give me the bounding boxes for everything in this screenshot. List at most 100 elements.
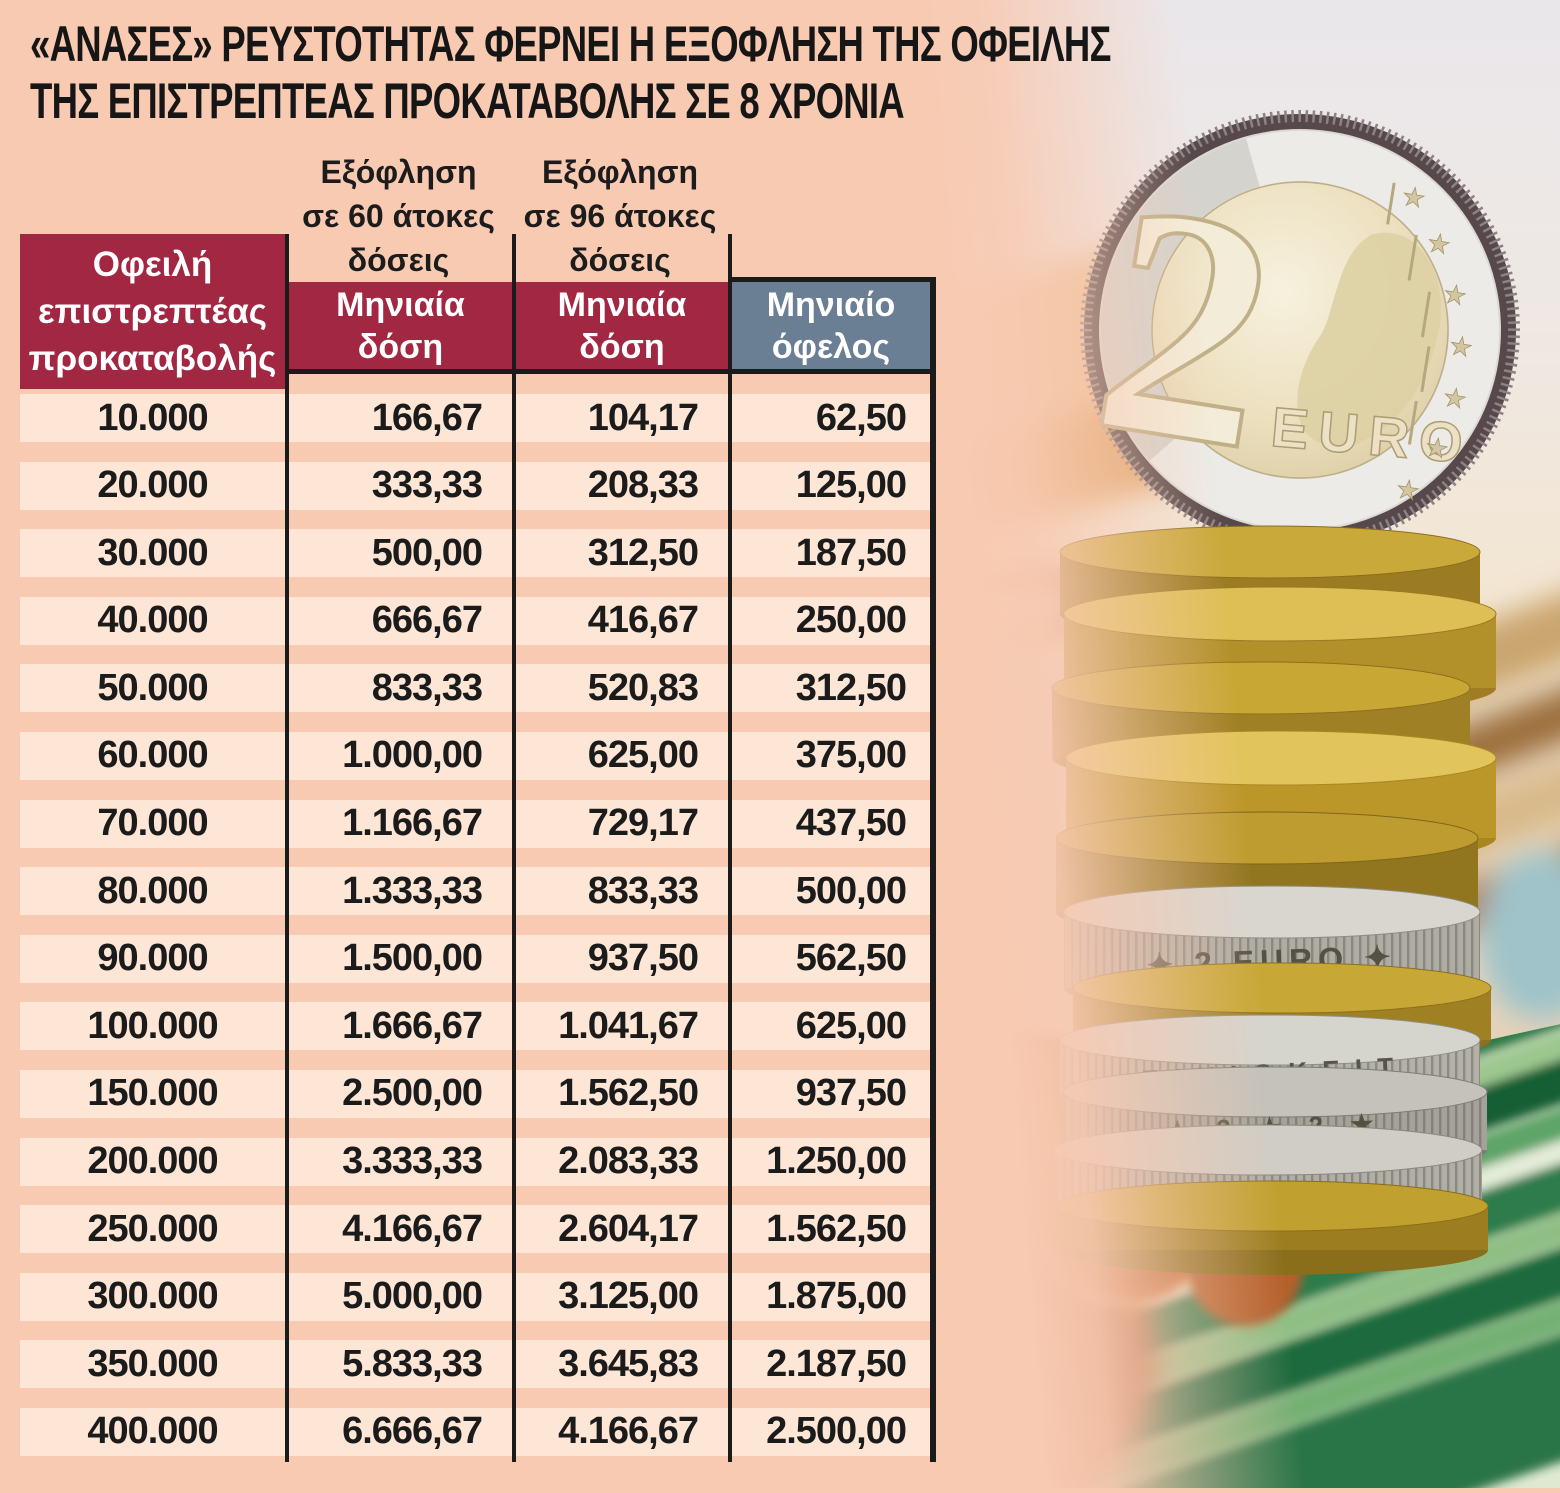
cell-debt: 400.000 — [87, 1410, 218, 1453]
cell-installment-96: 2.604,17 — [558, 1207, 699, 1250]
column-header-installment-96: Μηνιαία δόση — [516, 282, 728, 369]
cell-installment-60: 1.166,67 — [342, 802, 483, 845]
cell-debt: 10.000 — [97, 396, 208, 439]
table-row: 100.000 1.666,67 1.041,67 625,00 — [20, 1002, 936, 1051]
cell-monthly-benefit: 937,50 — [795, 1072, 907, 1115]
table-row: 300.000 5.000,00 3.125,00 1.875,00 — [20, 1272, 936, 1321]
group-60-line1: Εξόφληση — [320, 154, 477, 190]
cell-installment-96: 3.645,83 — [558, 1342, 699, 1385]
cell-installment-60: 6.666,67 — [342, 1410, 483, 1453]
cell-installment-96: 833,33 — [587, 869, 699, 912]
debt-header-line1: Οφειλή — [92, 245, 213, 284]
cell-installment-60: 500,00 — [371, 531, 483, 574]
cell-debt: 250.000 — [87, 1207, 218, 1250]
cell-monthly-benefit: 375,00 — [795, 734, 907, 777]
column-rule-2 — [512, 234, 516, 1462]
cell-monthly-benefit: 2.187,50 — [766, 1342, 907, 1385]
sub-60-line2: δόση — [357, 327, 444, 366]
cell-debt: 50.000 — [97, 666, 208, 709]
cell-monthly-benefit: 562,50 — [795, 937, 907, 980]
column-rule-1 — [285, 234, 289, 1462]
sub-60-line1: Μηνιαία — [336, 285, 465, 324]
cell-installment-96: 1.041,67 — [558, 1004, 699, 1047]
table-right-rule — [930, 277, 936, 1462]
cell-monthly-benefit: 125,00 — [795, 464, 907, 507]
cell-monthly-benefit: 625,00 — [795, 1004, 907, 1047]
group-96-line2: σε 96 άτοκες — [523, 198, 717, 234]
table-row: 350.000 5.833,33 3.645,83 2.187,50 — [20, 1340, 936, 1389]
cell-debt: 40.000 — [97, 599, 208, 642]
table-row: 40.000 666,67 416,67 250,00 — [20, 596, 936, 645]
cell-debt: 300.000 — [87, 1275, 218, 1318]
cell-monthly-benefit: 437,50 — [795, 802, 907, 845]
cell-installment-96: 3.125,00 — [558, 1275, 699, 1318]
cell-monthly-benefit: 187,50 — [795, 531, 907, 574]
cell-installment-96: 729,17 — [587, 802, 699, 845]
cell-installment-96: 416,67 — [587, 599, 699, 642]
cell-installment-60: 2.500,00 — [342, 1072, 483, 1115]
group-96-line1: Εξόφληση — [541, 154, 699, 190]
cell-debt: 60.000 — [97, 734, 208, 777]
cell-installment-60: 1.333,33 — [342, 869, 483, 912]
table-row: 80.000 1.333,33 833,33 500,00 — [20, 867, 936, 916]
cell-debt: 150.000 — [87, 1072, 218, 1115]
table-row: 400.000 6.666,67 4.166,67 2.500,00 — [20, 1407, 936, 1456]
table-row: 60.000 1.000,00 625,00 375,00 — [20, 731, 936, 780]
cell-installment-60: 4.166,67 — [342, 1207, 483, 1250]
cell-installment-60: 3.333,33 — [342, 1140, 483, 1183]
benefit-header-line2: όφελος — [771, 327, 891, 366]
cell-debt: 30.000 — [97, 531, 208, 574]
cell-installment-96: 312,50 — [587, 531, 699, 574]
column-header-installment-60: Μηνιαία δόση — [289, 282, 512, 369]
cell-installment-60: 1.666,67 — [342, 1004, 483, 1047]
cell-installment-60: 666,67 — [371, 599, 483, 642]
title-line-2: ΤΗΣ ΕΠΙΣΤΡΕΠΤΕΑΣ ΠΡΟΚΑΤΑΒΟΛΗΣ ΣΕ 8 ΧΡΟΝΙ… — [30, 73, 905, 129]
cell-installment-60: 333,33 — [371, 464, 483, 507]
debt-header-line2: επιστρεπτέας — [38, 292, 267, 331]
table-row: 90.000 1.500,00 937,50 562,50 — [20, 934, 936, 983]
subheader-bottom-rule — [285, 369, 936, 374]
debt-header-line3: προκαταβολής — [28, 339, 277, 378]
cell-debt: 70.000 — [97, 802, 208, 845]
cell-monthly-benefit: 2.500,00 — [766, 1410, 907, 1453]
cell-monthly-benefit: 62,50 — [815, 396, 907, 439]
table-row: 200.000 3.333,33 2.083,33 1.250,00 — [20, 1137, 936, 1186]
cell-debt: 100.000 — [87, 1004, 218, 1047]
cell-monthly-benefit: 1.875,00 — [766, 1275, 907, 1318]
group-60-line2: σε 60 άτοκες — [302, 198, 495, 234]
sub-96-line1: Μηνιαία — [557, 285, 687, 324]
table-row: 250.000 4.166,67 2.604,17 1.562,50 — [20, 1205, 936, 1254]
benefit-header-line1: Μηνιαίο — [766, 285, 896, 324]
cell-monthly-benefit: 1.250,00 — [766, 1140, 907, 1183]
cell-installment-60: 5.833,33 — [342, 1342, 483, 1385]
column-header-debt: Οφειλή επιστρεπτέας προκαταβολής — [20, 234, 285, 389]
page-title: «ΑΝΑΣΕΣ» ΡΕΥΣΤΟΤΗΤΑΣ ΦΕΡΝΕΙ Η ΕΞΟΦΛΗΣΗ Τ… — [30, 16, 1490, 130]
cell-installment-96: 520,83 — [587, 666, 699, 709]
group-60-line3: δόσεις — [347, 242, 450, 278]
table-row: 30.000 500,00 312,50 187,50 — [20, 529, 936, 578]
cell-monthly-benefit: 1.562,50 — [766, 1207, 907, 1250]
group-header-60-installments: Εξόφληση σε 60 άτοκες δόσεις — [285, 150, 512, 282]
table-row: 50.000 833,33 520,83 312,50 — [20, 664, 936, 713]
euro-coins-photo: ★ ★ ★ 2 EURO ★★★ ★★★★ — [745, 0, 1560, 1493]
cell-debt: 20.000 — [97, 464, 208, 507]
cell-monthly-benefit: 500,00 — [795, 869, 907, 912]
cell-installment-96: 937,50 — [587, 937, 699, 980]
cell-installment-96: 625,00 — [587, 734, 699, 777]
column-header-monthly-benefit: Μηνιαίο όφελος — [732, 282, 930, 369]
table-row: 20.000 333,33 208,33 125,00 — [20, 461, 936, 510]
sub-96-line2: δόση — [579, 327, 665, 366]
benefit-header-top-rule — [728, 277, 936, 282]
cell-installment-60: 166,67 — [371, 396, 483, 439]
cell-installment-96: 1.562,50 — [558, 1072, 699, 1115]
cell-debt: 90.000 — [97, 937, 208, 980]
title-line-1: «ΑΝΑΣΕΣ» ΡΕΥΣΤΟΤΗΤΑΣ ΦΕΡΝΕΙ Η ΕΞΟΦΛΗΣΗ Τ… — [30, 16, 1111, 72]
table-body: 10.000 166,67 104,17 62,50 20.000 333,33… — [20, 394, 936, 1476]
cell-installment-60: 1.500,00 — [342, 937, 483, 980]
cell-debt: 350.000 — [87, 1342, 218, 1385]
euro-coins-photo-svg: ★ ★ ★ 2 EURO ★★★ ★★★★ — [745, 0, 1560, 1493]
cell-monthly-benefit: 250,00 — [795, 599, 907, 642]
cell-installment-96: 104,17 — [587, 396, 699, 439]
cell-monthly-benefit: 312,50 — [795, 666, 907, 709]
cell-installment-96: 4.166,67 — [558, 1410, 699, 1453]
